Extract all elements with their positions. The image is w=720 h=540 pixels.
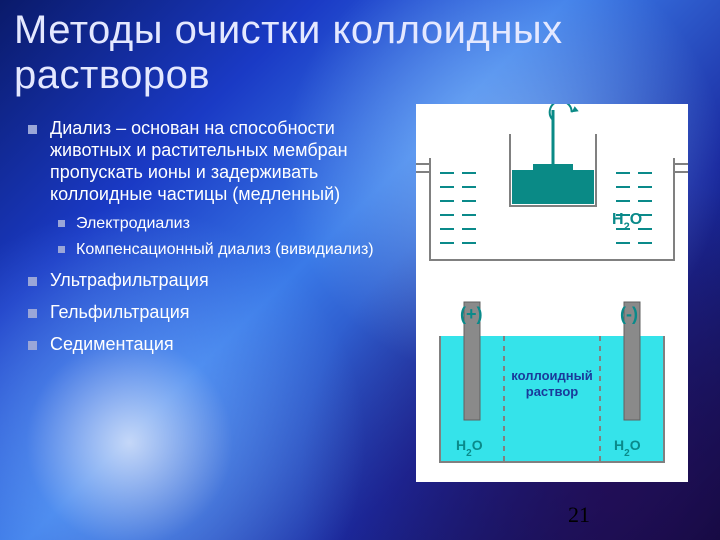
bullet-ultrafiltration: Ультрафильтрация — [22, 270, 382, 292]
slide: Методы очистки коллоидных растворов Диал… — [0, 0, 720, 540]
svg-text:раствор: раствор — [526, 384, 579, 399]
bullet-text: Диализ – основан на способности животных… — [50, 118, 348, 204]
slide-body: Диализ – основан на способности животных… — [22, 118, 382, 366]
page-number: 21 — [568, 502, 590, 528]
diagram-svg: H2O(+)(-)коллоидныйрастворH2OH2O — [416, 104, 688, 482]
bullet-sublist: Электродиализ Компенсационный диализ (ви… — [50, 214, 382, 260]
bullet-electrodialysis: Электродиализ — [50, 214, 382, 234]
bullet-gelfiltration: Гельфильтрация — [22, 302, 382, 324]
slide-title: Методы очистки коллоидных растворов — [14, 8, 706, 98]
svg-text:коллоидный: коллоидный — [511, 368, 592, 383]
diagram-panel: H2O(+)(-)коллоидныйрастворH2OH2O — [416, 104, 688, 482]
bullet-vividialysis: Компенсационный диализ (вивидиализ) — [50, 240, 382, 260]
bullet-dialysis: Диализ – основан на способности животных… — [22, 118, 382, 260]
bullet-sedimentation: Седиментация — [22, 334, 382, 356]
bullet-list: Диализ – основан на способности животных… — [22, 118, 382, 356]
svg-text:(-): (-) — [620, 304, 638, 324]
svg-text:(+): (+) — [460, 304, 483, 324]
